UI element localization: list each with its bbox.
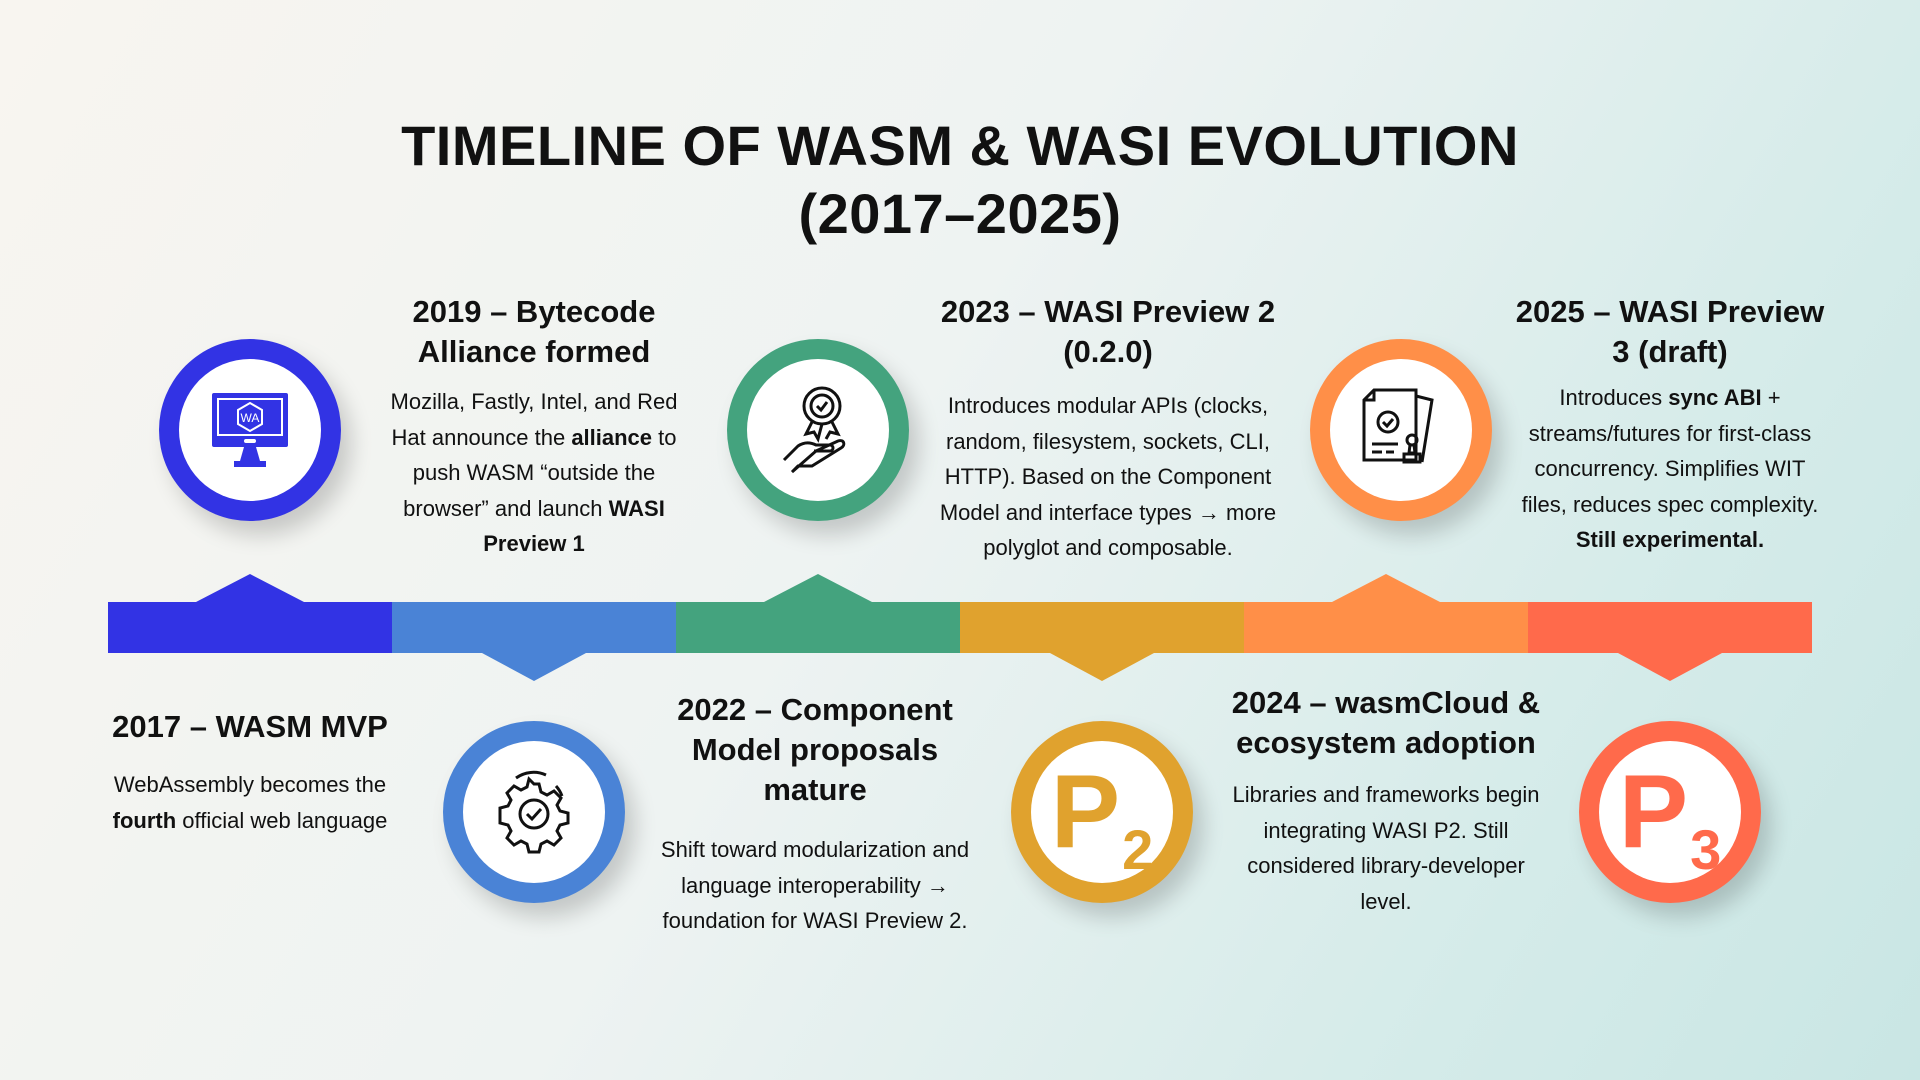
circle-2019 xyxy=(443,721,625,903)
pointer-up xyxy=(764,574,872,602)
event-2023: 2023 – WASI Preview 2 (0.2.0) Introduces… xyxy=(939,294,1277,560)
pointer-down xyxy=(1050,653,1154,681)
event-2025: 2025 – WASI Preview 3 (draft) Introduces… xyxy=(1515,294,1825,552)
award-hand-icon xyxy=(782,386,846,474)
document-stamp-icon xyxy=(1362,388,1434,464)
pointer-up xyxy=(196,574,304,602)
svg-text:WA: WA xyxy=(241,411,260,425)
event-2022: 2022 – Component Model proposals mature … xyxy=(660,692,970,933)
pointer-down xyxy=(1618,653,1722,681)
segment-2019 xyxy=(392,602,676,653)
segment-2017 xyxy=(108,602,392,653)
circle-2024 xyxy=(1310,339,1492,521)
page-title: TIMELINE OF WASM & WASI EVOLUTION (2017–… xyxy=(401,114,1519,245)
segment-2023 xyxy=(960,602,1244,653)
monitor-wa-icon: WA xyxy=(212,393,288,467)
event-2019: 2019 – Bytecode Alliance formed Mozilla,… xyxy=(390,294,678,556)
event-2017: 2017 – WASM MVP WebAssembly becomes the … xyxy=(112,709,388,833)
circle-2017: WA xyxy=(159,339,341,521)
segment-2024 xyxy=(1244,602,1528,653)
pointer-up xyxy=(1332,574,1440,602)
segment-2025 xyxy=(1528,602,1812,653)
event-2024: 2024 – wasmCloud & ecosystem adoption Li… xyxy=(1231,685,1541,914)
circle-2022 xyxy=(727,339,909,521)
gear-check-icon xyxy=(498,770,570,854)
segment-2022 xyxy=(676,602,960,653)
pointer-down xyxy=(482,653,586,681)
